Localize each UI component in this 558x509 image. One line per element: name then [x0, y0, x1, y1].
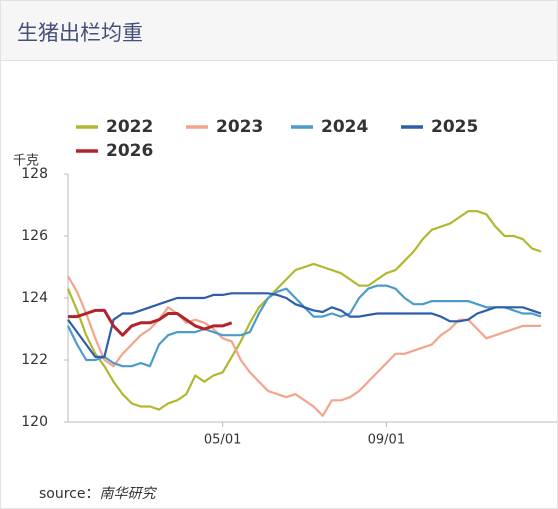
header: 生猪出栏均重 [1, 1, 557, 61]
legend-label: 2025 [431, 117, 478, 137]
source-label: source： [39, 486, 100, 502]
legend-label: 2022 [106, 117, 153, 137]
y-tick-label: 122 [21, 352, 48, 368]
footer: source：南华研究 [39, 483, 156, 503]
series-line [66, 210, 542, 411]
series-line [67, 275, 541, 417]
series-line [67, 292, 542, 358]
series-line [67, 284, 542, 368]
legend-label: 2023 [216, 117, 263, 137]
x-tick-label: 05/01 [204, 433, 241, 448]
y-tick-label: 126 [21, 228, 48, 244]
panel-title: 生猪出栏均重 [17, 21, 143, 45]
legend-label: 2024 [321, 117, 368, 137]
y-tick-label: 128 [21, 166, 48, 182]
source: 南华研究 [99, 486, 156, 502]
series-line [68, 308, 233, 337]
legend-label: 2026 [106, 141, 153, 161]
y-tick-label: 124 [21, 290, 48, 306]
y-axis-label: 千克 [13, 154, 39, 169]
x-tick-label: 09/01 [368, 433, 405, 448]
y-tick-label: 120 [21, 414, 48, 430]
